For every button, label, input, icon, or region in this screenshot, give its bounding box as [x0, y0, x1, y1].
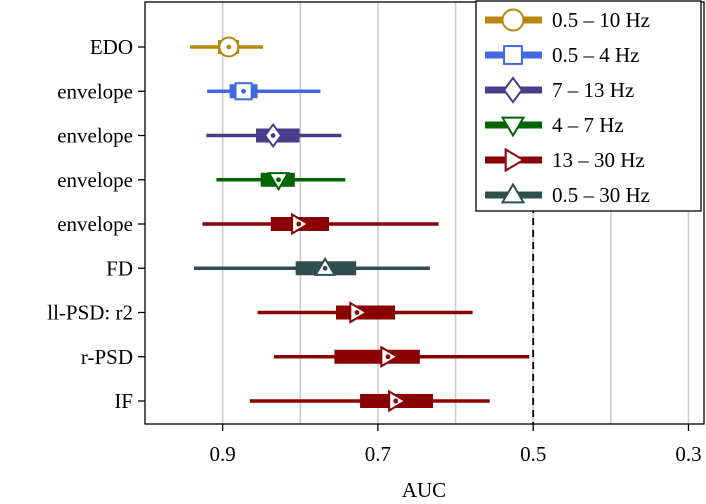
y-tick-label: envelope — [57, 212, 133, 236]
interval-row — [193, 256, 430, 276]
legend-entry: 7 – 13 Hz — [485, 76, 634, 104]
legend-marker — [500, 116, 526, 138]
legend-entry: 0.5 – 4 Hz — [485, 43, 640, 67]
y-tick-label: envelope — [57, 124, 133, 148]
x-tick-label: 0.3 — [675, 442, 701, 466]
median-dot — [393, 398, 399, 404]
interval-row — [216, 172, 346, 192]
median-dot — [241, 88, 247, 94]
legend-entry: 4 – 7 Hz — [485, 113, 624, 138]
legend-marker — [504, 147, 526, 173]
y-tick-label: r-PSD — [81, 345, 133, 369]
y-tick-label: FD — [106, 256, 133, 280]
interval-row — [273, 345, 530, 368]
median-dot — [296, 221, 302, 227]
interval-row — [207, 82, 321, 101]
y-tick-label: EDO — [90, 35, 133, 59]
x-tick-label: 0.5 — [520, 442, 546, 466]
interval-row — [257, 301, 473, 324]
y-tick-label: IF — [114, 389, 133, 413]
x-tick-label: 0.7 — [365, 442, 391, 466]
interval-row — [190, 36, 264, 58]
legend-label: 7 – 13 Hz — [552, 78, 634, 102]
legend-box — [475, 0, 702, 212]
legend-label: 0.5 – 10 Hz — [552, 8, 650, 32]
legend-marker — [500, 182, 526, 204]
y-tick-label: envelope — [57, 168, 133, 192]
legend-label: 4 – 7 Hz — [552, 113, 624, 137]
legend-marker — [501, 8, 525, 32]
legend-label: 0.5 – 4 Hz — [552, 43, 640, 67]
legend-entry: 0.5 – 30 Hz — [485, 182, 650, 207]
median-dot — [322, 265, 328, 271]
x-tick-label: 0.9 — [210, 442, 236, 466]
interval-row — [206, 122, 342, 149]
median-dot — [276, 177, 281, 183]
interval-row — [249, 389, 490, 413]
legend-label: 13 – 30 Hz — [552, 148, 645, 172]
plot-frame — [144, 1, 705, 425]
interval-row — [202, 212, 439, 236]
legend-marker — [502, 76, 524, 104]
legend: 0.5 – 10 Hz 0.5 – 4 Hz 7 – 13 Hz 4 – 7 Hz 13… — [475, 0, 702, 212]
data-rows — [190, 36, 530, 413]
y-tick-label: ll-PSD: r2 — [47, 301, 133, 325]
median-dot — [270, 133, 276, 138]
legend-marker — [503, 45, 523, 65]
y-ticks: EDO envelope envelope envelope envelope FD ll-… — [47, 35, 145, 413]
legend-entry: 0.5 – 10 Hz — [485, 8, 650, 32]
median-dot — [385, 354, 391, 360]
median-dot — [354, 310, 360, 315]
y-tick-label: envelope — [57, 79, 133, 103]
x-ticks: 0.9 0.7 0.5 0.3 — [210, 424, 702, 466]
legend-label: 0.5 – 30 Hz — [552, 183, 650, 207]
x-axis-label: AUC — [402, 478, 446, 502]
median-dot — [226, 44, 232, 50]
legend-entry: 13 – 30 Hz — [485, 147, 645, 173]
